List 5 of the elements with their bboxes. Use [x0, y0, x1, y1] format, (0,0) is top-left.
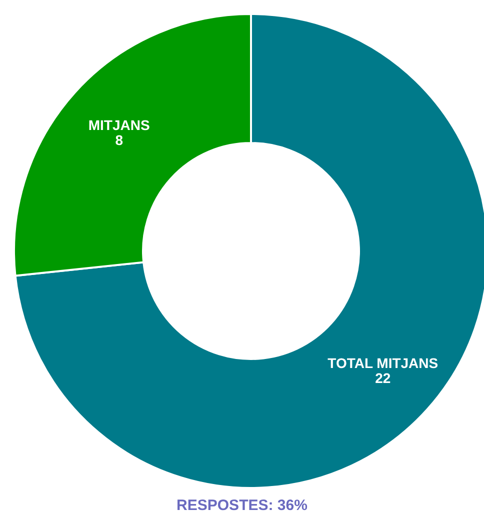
- data-label: 22: [375, 370, 391, 386]
- slice-label: MITJANS: [88, 117, 150, 134]
- data-label: 8: [115, 132, 124, 148]
- slice-label: TOTAL MITJANS: [328, 354, 438, 371]
- text: RESPOSTES: 36%: [176, 497, 308, 514]
